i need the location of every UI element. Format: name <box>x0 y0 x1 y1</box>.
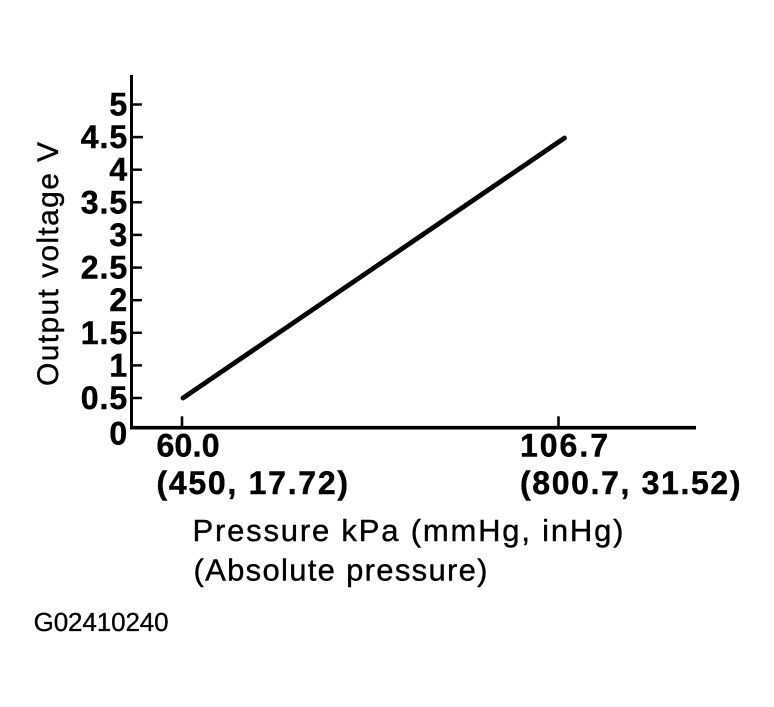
svg-text:4: 4 <box>109 152 127 188</box>
svg-text:1: 1 <box>109 347 127 383</box>
svg-text:G02410240: G02410240 <box>34 607 169 637</box>
svg-text:1.5: 1.5 <box>81 315 127 351</box>
svg-text:2: 2 <box>109 282 127 318</box>
svg-text:60.0: 60.0 <box>157 427 220 463</box>
svg-text:0.5: 0.5 <box>81 380 127 416</box>
svg-text:0: 0 <box>109 416 127 452</box>
svg-text:(Absolute pressure): (Absolute pressure) <box>194 553 488 588</box>
svg-text:5: 5 <box>109 87 127 123</box>
svg-text:3.5: 3.5 <box>81 184 127 220</box>
svg-text:(800.7, 31.52): (800.7, 31.52) <box>520 465 741 501</box>
svg-text:3: 3 <box>109 217 127 253</box>
svg-text:106.7: 106.7 <box>520 427 608 463</box>
svg-text:(450, 17.72): (450, 17.72) <box>157 465 349 501</box>
svg-text:2.5: 2.5 <box>81 250 127 286</box>
svg-text:4.5: 4.5 <box>81 119 127 155</box>
svg-text:Output voltage V: Output voltage V <box>32 142 65 386</box>
svg-text:Pressure kPa (mmHg, inHg): Pressure kPa (mmHg, inHg) <box>193 513 624 548</box>
